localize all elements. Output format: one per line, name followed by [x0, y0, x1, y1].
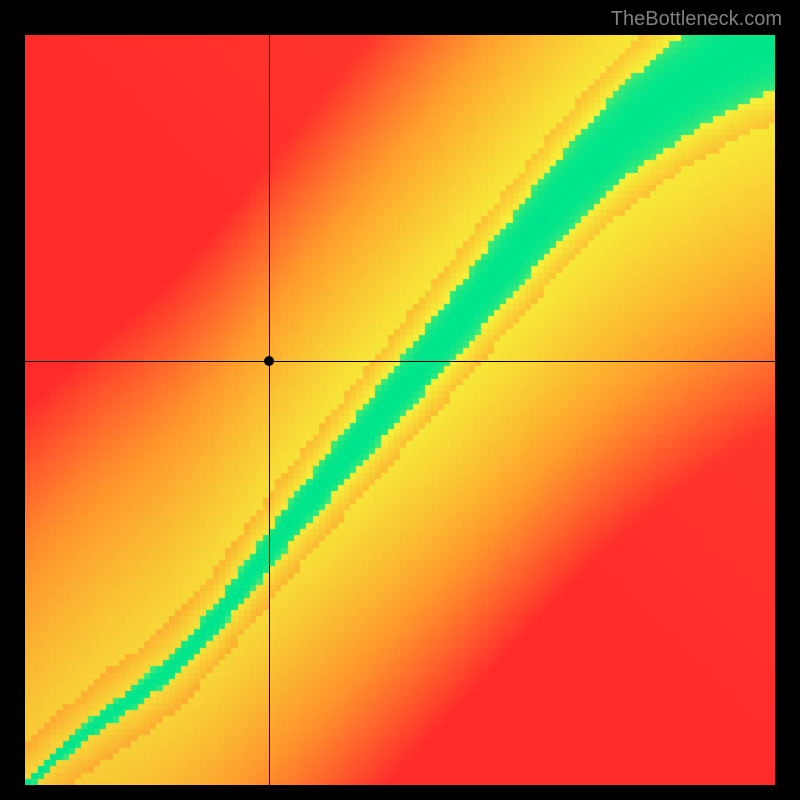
watermark-text: TheBottleneck.com — [611, 8, 782, 31]
crosshair-marker — [264, 356, 274, 366]
heatmap-plot-area — [25, 35, 775, 785]
heatmap-canvas — [25, 35, 775, 785]
crosshair-horizontal — [25, 361, 775, 362]
crosshair-vertical — [269, 35, 270, 785]
